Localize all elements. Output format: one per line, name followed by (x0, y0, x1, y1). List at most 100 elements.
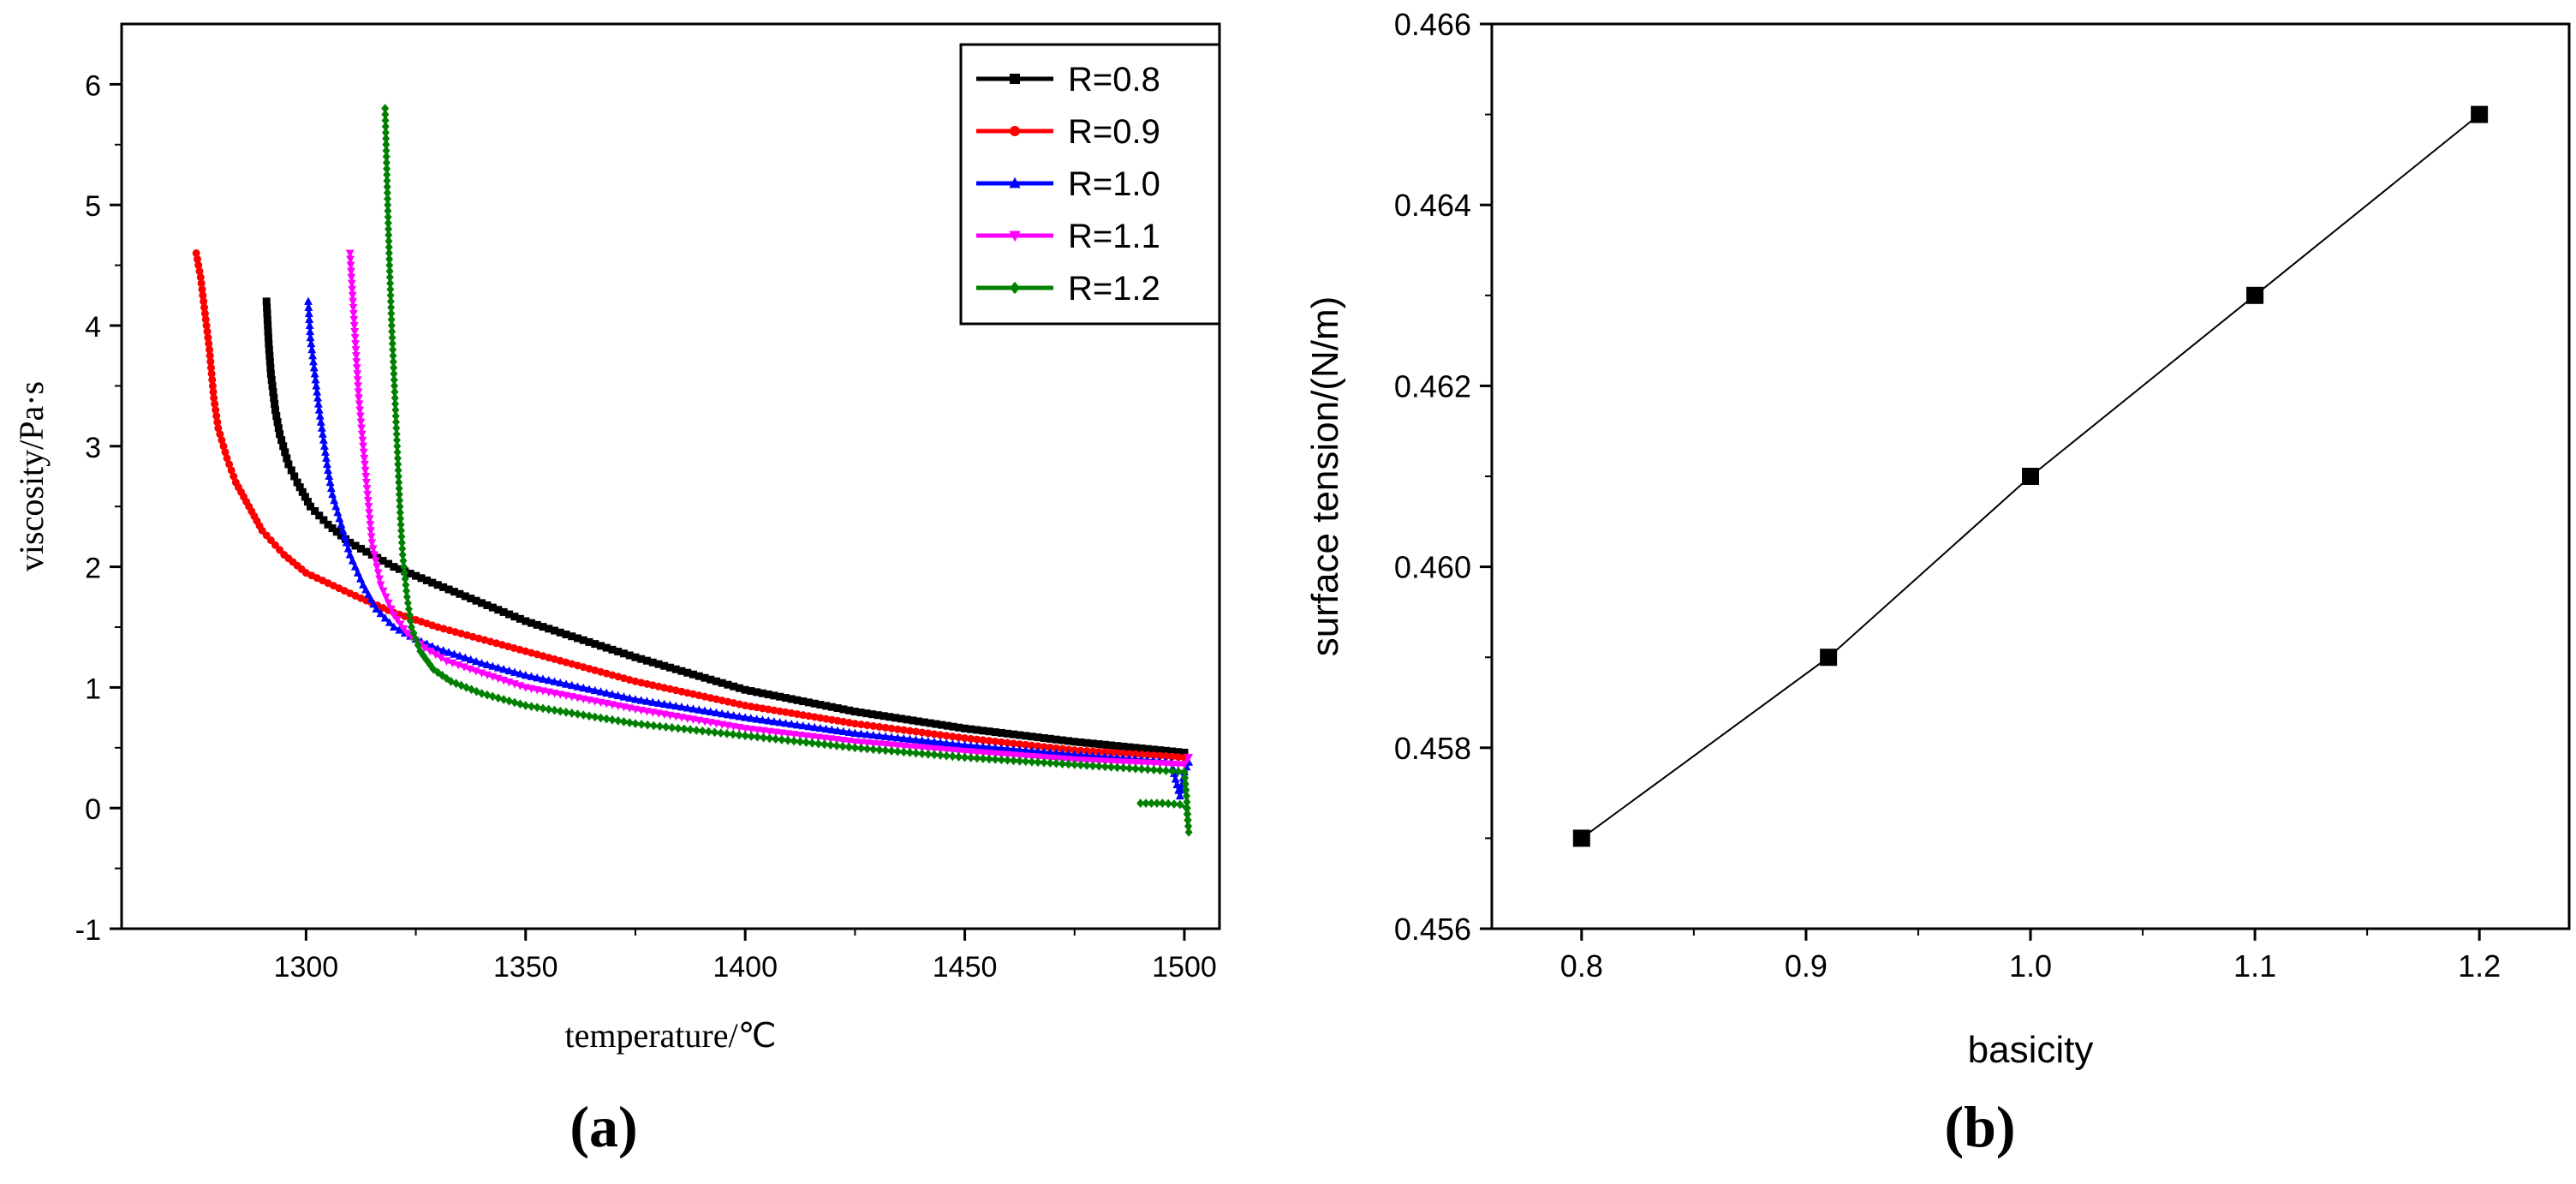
legend-marker (1010, 126, 1020, 136)
data-point (1174, 767, 1183, 776)
data-point (262, 297, 271, 306)
data-point (567, 680, 576, 690)
a-y-axis-label: viscosity/Pa·s (12, 381, 51, 571)
data-point (1131, 744, 1140, 752)
data-point (1027, 752, 1036, 762)
data-point (1046, 734, 1054, 743)
data-point (1046, 743, 1054, 751)
data-point (747, 687, 755, 696)
data-point (337, 519, 346, 529)
data-point (412, 571, 420, 580)
data-point (468, 632, 477, 641)
data-point (602, 643, 611, 652)
data-point (1125, 763, 1134, 774)
data-point (1119, 762, 1128, 773)
data-point (382, 152, 391, 162)
data-point (308, 356, 318, 366)
data-point (504, 666, 514, 675)
data-point (385, 618, 394, 626)
data-point (308, 350, 318, 360)
data-point (499, 664, 509, 673)
data-point (735, 730, 743, 740)
data-point (1016, 756, 1024, 766)
data-point (741, 731, 749, 741)
data-point (402, 629, 412, 638)
data-point (991, 750, 1000, 759)
data-point (1003, 729, 1011, 738)
data-point (367, 539, 377, 547)
data-point (314, 405, 324, 414)
data-point (385, 559, 393, 568)
data-point (355, 406, 365, 415)
data-point (875, 722, 884, 731)
data-point (1161, 760, 1171, 768)
data-point (903, 715, 911, 724)
data-point (923, 744, 933, 753)
data-point (395, 625, 404, 634)
data-point (1094, 761, 1103, 771)
data-point (821, 724, 831, 733)
data-point (376, 608, 385, 618)
data-point (389, 622, 398, 631)
data-point (202, 321, 211, 330)
data-point (395, 565, 403, 573)
data-point (200, 309, 209, 318)
data-point (528, 649, 536, 657)
data-point (942, 746, 951, 755)
data-point (614, 673, 623, 681)
data-point (398, 544, 407, 553)
data-point (204, 333, 212, 342)
data-point (764, 705, 772, 714)
data-point (1153, 798, 1161, 808)
data-point (804, 698, 813, 707)
data-point (1010, 730, 1018, 739)
data-point (1171, 774, 1180, 783)
x-tick-label: 0.8 (1560, 948, 1603, 984)
x-tick-label: 1450 (933, 951, 998, 984)
data-point (874, 711, 882, 720)
data-point (1016, 740, 1024, 749)
data-point (1076, 738, 1085, 746)
data-point (551, 626, 559, 635)
data-point (551, 655, 559, 663)
data-point (406, 616, 414, 626)
data-point (642, 656, 651, 665)
data-point (1070, 746, 1079, 755)
data-point (729, 729, 737, 739)
data-point (450, 649, 459, 658)
data-point (718, 679, 726, 687)
data-point (954, 733, 963, 742)
data-point (787, 709, 796, 717)
data-point (671, 686, 680, 695)
data-point (686, 725, 695, 735)
data-point (340, 532, 349, 541)
data-point (422, 576, 431, 584)
data-point (533, 703, 541, 713)
data-point (893, 733, 903, 742)
data-point (923, 736, 933, 745)
data-point (439, 583, 448, 591)
data-point (361, 460, 369, 469)
data-point (683, 668, 692, 677)
data-point (869, 721, 878, 730)
data-point (313, 393, 323, 402)
data-point (568, 632, 576, 641)
data-point (397, 519, 405, 529)
data-point (637, 720, 646, 729)
data-point (735, 684, 743, 692)
data-point (596, 687, 605, 696)
data-point (295, 483, 304, 492)
data-point (230, 472, 238, 481)
data-point (208, 381, 217, 390)
data-point (1180, 767, 1189, 777)
data-point (348, 291, 357, 301)
data-point (1149, 765, 1158, 775)
data-point (747, 732, 755, 741)
data-point (386, 284, 395, 295)
data-point (351, 541, 360, 550)
data-point (1034, 757, 1042, 768)
data-point (382, 134, 391, 144)
data-point (1052, 735, 1060, 744)
data-point (905, 743, 915, 751)
data-point (539, 623, 547, 631)
